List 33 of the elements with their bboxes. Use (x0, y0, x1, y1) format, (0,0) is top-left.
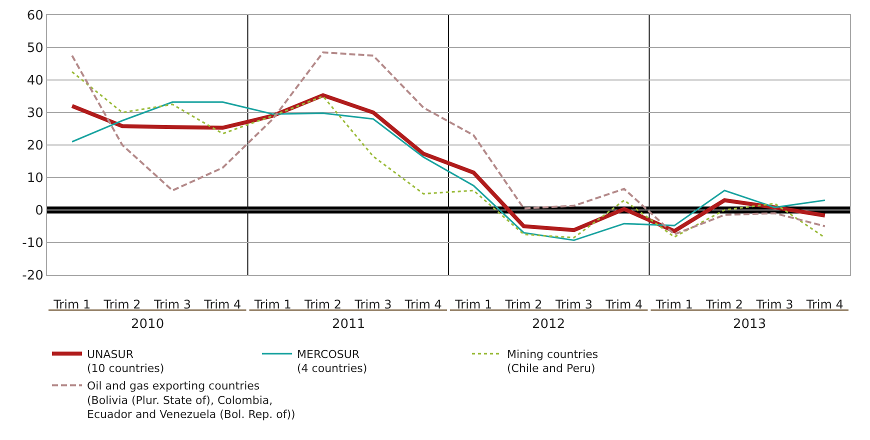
x-tick-label: Trim 3 (354, 297, 392, 312)
x-tick-label: Trim 4 (604, 297, 643, 312)
x-tick-label: Trim 1 (454, 297, 492, 312)
text: 2012 (532, 317, 566, 332)
x-tick-label: Trim 4 (203, 297, 242, 312)
x-tick-label: Trim 3 (755, 297, 794, 312)
x-tick-label: Trim 3 (554, 297, 592, 312)
y-tick-label: -10 (22, 236, 44, 252)
x-tick-label: Trim 3 (152, 297, 191, 312)
text: 2011 (332, 317, 366, 332)
legend-label: Oil and gas exporting countries (Bolivia (Plur. State of), Colombia, Ecuador and Venezuela (Bol. Rep. of)) (87, 380, 296, 422)
text: 2010 (131, 317, 164, 332)
legend-label: UNASUR (10 countries) (87, 348, 164, 376)
y-tick-label: 0 (35, 204, 44, 219)
legend-label: Mining countries (Chile and Peru) (507, 348, 598, 376)
y-tick-label: 30 (26, 106, 44, 122)
legend-label: MERCOSUR (4 countries) (297, 348, 368, 376)
text: 2013 (733, 317, 766, 332)
y-tick-label: 40 (26, 74, 44, 89)
x-tick-label: Trim 1 (654, 297, 693, 312)
x-tick-label: Trim 1 (253, 297, 292, 312)
x-tick-label: Trim 2 (102, 297, 141, 312)
x-tick-label: Trim 2 (504, 297, 542, 312)
x-tick-label: Trim 2 (705, 297, 744, 312)
y-tick-label: -20 (22, 268, 44, 284)
y-tick-label: 20 (26, 138, 44, 154)
y-tick-label: 50 (26, 41, 44, 56)
x-tick-label: Trim 1 (52, 297, 91, 312)
y-tick-label: 10 (26, 171, 44, 186)
x-tick-label: Trim 4 (805, 297, 844, 312)
x-tick-label: Trim 4 (404, 297, 442, 312)
y-tick-label: 60 (26, 8, 44, 24)
x-tick-label: Trim 2 (304, 297, 342, 312)
